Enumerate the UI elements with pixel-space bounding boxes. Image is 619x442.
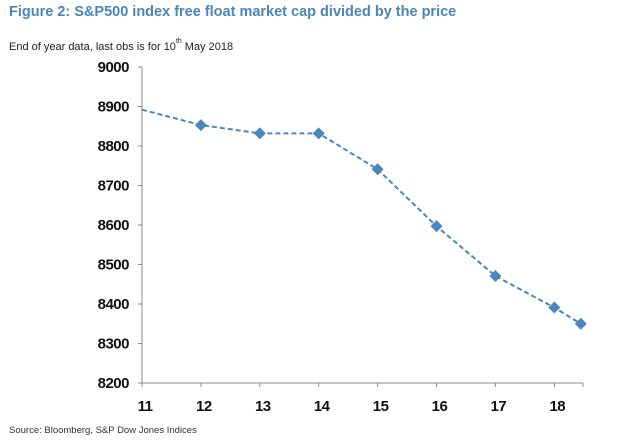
x-tick-label: 16 xyxy=(432,398,448,415)
figure-title: Figure 2: S&P500 index free float market… xyxy=(9,4,457,20)
y-tick-label: 8500 xyxy=(98,257,130,274)
data-point-marker xyxy=(548,301,561,314)
y-tick-label: 8400 xyxy=(98,296,130,313)
x-tick-label: 17 xyxy=(491,398,507,415)
source-note: Source: Bloomberg, S&P Dow Jones Indices xyxy=(9,425,197,436)
x-tick-label: 18 xyxy=(549,398,565,415)
y-tick-label: 8800 xyxy=(98,138,130,155)
subtitle-superscript: th xyxy=(175,38,182,45)
subtitle-text: End of year data, last obs is for 10 xyxy=(9,41,176,53)
x-tick-label: 12 xyxy=(196,398,212,415)
data-point-marker xyxy=(253,127,266,140)
y-tick-label: 8200 xyxy=(98,375,130,392)
y-tick-label: 8900 xyxy=(98,99,130,116)
figure-subtitle: End of year data, last obs is for 10th Ma… xyxy=(9,38,233,53)
data-point-marker xyxy=(371,163,384,176)
y-tick-label: 8300 xyxy=(98,336,130,353)
series-line xyxy=(141,108,582,325)
data-point-marker xyxy=(430,220,443,233)
data-point-marker xyxy=(194,119,207,132)
data-point-marker xyxy=(574,317,587,330)
x-tick-label: 13 xyxy=(255,398,271,415)
y-tick-label: 8600 xyxy=(98,217,130,234)
data-point-marker xyxy=(489,269,502,282)
y-tick-label: 8700 xyxy=(98,178,130,195)
subtitle-date: May 2018 xyxy=(184,41,234,53)
x-tick-label: 14 xyxy=(314,398,331,415)
x-tick-label: 11 xyxy=(138,398,153,415)
y-tick-label: 9000 xyxy=(98,59,130,76)
data-point-marker xyxy=(312,127,325,140)
x-tick-label: 15 xyxy=(373,398,389,415)
